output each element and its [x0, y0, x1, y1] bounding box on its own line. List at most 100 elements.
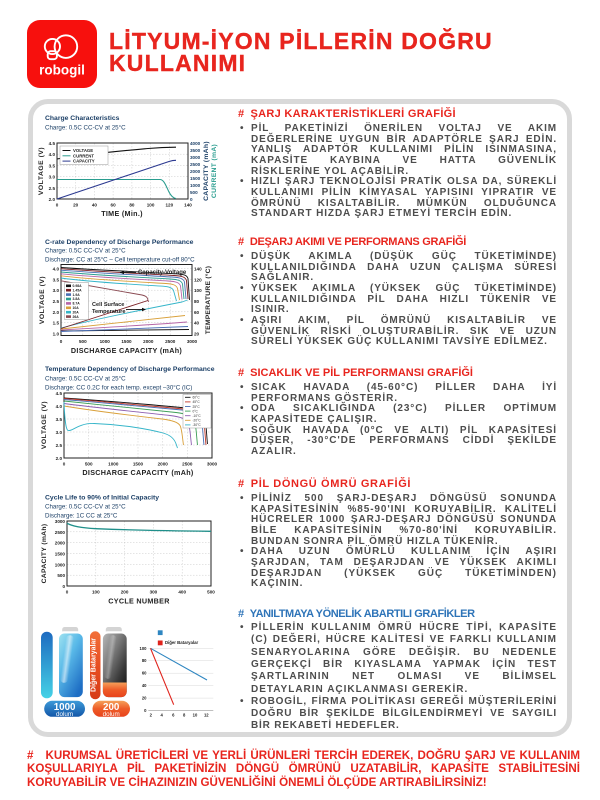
svg-text:3.5: 3.5: [53, 277, 60, 282]
svg-text:CAPACITY (mAh): CAPACITY (mAh): [41, 524, 48, 584]
svg-text:2.5: 2.5: [56, 443, 63, 448]
svg-text:2.0: 2.0: [49, 197, 56, 202]
svg-text:1500: 1500: [121, 339, 132, 344]
svg-text:4000: 4000: [190, 141, 201, 146]
svg-text:-10°C: -10°C: [193, 414, 202, 418]
svg-text:3.0: 3.0: [49, 175, 56, 180]
svg-text:500: 500: [57, 573, 65, 578]
svg-text:Temperature: Temperature: [92, 309, 125, 315]
svg-text:20: 20: [73, 203, 79, 208]
svg-text:DISCHARGE CAPACITY (mAh): DISCHARGE CAPACITY (mAh): [82, 468, 193, 477]
svg-text:Diğer Bataryalar: Diğer Bataryalar: [165, 640, 199, 645]
svg-text:3.5: 3.5: [56, 417, 63, 422]
svg-text:0: 0: [190, 197, 193, 202]
svg-text:1000: 1000: [108, 462, 119, 467]
svg-text:100: 100: [140, 646, 148, 651]
svg-text:120: 120: [194, 277, 202, 282]
svg-text:1500: 1500: [190, 176, 201, 181]
svg-text:3000: 3000: [207, 462, 218, 467]
svg-text:26A: 26A: [73, 315, 80, 319]
svg-text:DISCHARGE CAPACITY (mAh): DISCHARGE CAPACITY (mAh): [71, 346, 182, 355]
svg-text:0: 0: [144, 708, 147, 713]
svg-text:Charge: 0.5C CC-CV at 25°C: Charge: 0.5C CC-CV at 25°C: [45, 504, 126, 511]
svg-text:2500: 2500: [165, 339, 176, 344]
svg-text:0: 0: [63, 462, 66, 467]
svg-text:140: 140: [184, 203, 192, 208]
svg-text:1000: 1000: [100, 339, 111, 344]
svg-text:60: 60: [142, 671, 147, 676]
svg-text:1500: 1500: [133, 462, 144, 467]
svg-text:300: 300: [150, 590, 158, 595]
svg-text:2000: 2000: [158, 462, 169, 467]
svg-text:VOLTAGE (V): VOLTAGE (V): [38, 147, 45, 195]
svg-text:C-rate Dependency of Discharge: C-rate Dependency of Discharge Performan…: [45, 239, 194, 246]
svg-text:20: 20: [194, 332, 200, 337]
svg-text:1000: 1000: [190, 183, 201, 188]
svg-text:4.5: 4.5: [49, 141, 56, 146]
svg-text:10A: 10A: [73, 306, 80, 310]
svg-text:1000: 1000: [54, 702, 76, 713]
svg-text:120: 120: [165, 203, 173, 208]
svg-text:CURRENT: CURRENT: [73, 153, 94, 158]
svg-text:80: 80: [142, 658, 147, 663]
svg-text:40: 40: [194, 321, 200, 326]
svg-text:200: 200: [103, 702, 120, 713]
svg-text:80: 80: [129, 203, 135, 208]
svg-text:500: 500: [79, 339, 87, 344]
svg-text:Capacity-Voltage: Capacity-Voltage: [138, 270, 187, 276]
svg-text:2000: 2000: [190, 169, 201, 174]
svg-text:2000: 2000: [55, 541, 66, 546]
svg-text:Temperature Dependency of Disc: Temperature Dependency of Discharge Perf…: [45, 366, 215, 373]
svg-text:4.0: 4.0: [49, 152, 56, 157]
svg-text:Charge: 0.5C CC-CV at 25°C: Charge: 0.5C CC-CV at 25°C: [45, 248, 126, 255]
svg-text:2.5: 2.5: [53, 299, 60, 304]
svg-text:robogil: robogil: [39, 62, 85, 77]
svg-text:Discharge: CC 0.2C for each te: Discharge: CC 0.2C for each temp. except…: [45, 385, 192, 392]
svg-text:3.5: 3.5: [49, 163, 56, 168]
svg-text:3000: 3000: [190, 155, 201, 160]
svg-text:8.7A: 8.7A: [73, 302, 81, 306]
svg-text:2000: 2000: [143, 339, 154, 344]
svg-text:0: 0: [62, 584, 65, 589]
svg-text:3000: 3000: [187, 339, 198, 344]
svg-text:60°C: 60°C: [193, 396, 201, 400]
svg-text:2.0: 2.0: [56, 456, 63, 461]
svg-text:1000: 1000: [55, 562, 66, 567]
svg-text:45°C: 45°C: [193, 400, 201, 404]
svg-text:2.5: 2.5: [49, 186, 56, 191]
svg-text:dolum: dolum: [56, 711, 73, 718]
svg-text:4.5: 4.5: [56, 391, 63, 396]
svg-text:100: 100: [92, 590, 100, 595]
svg-text:CAPACITY (mAh): CAPACITY (mAh): [203, 141, 210, 201]
svg-text:1500: 1500: [55, 552, 66, 557]
svg-text:20: 20: [142, 696, 147, 701]
svg-text:2.0: 2.0: [53, 310, 60, 315]
svg-text:CYCLE NUMBER: CYCLE NUMBER: [108, 597, 170, 606]
svg-text:0.98A: 0.98A: [73, 284, 83, 288]
svg-text:Discharge: CC at 25°C – Cell t: Discharge: CC at 25°C – Cell temperature…: [45, 257, 195, 264]
svg-text:VOLTAGE: VOLTAGE: [73, 148, 93, 153]
svg-text:3500: 3500: [190, 148, 201, 153]
svg-text:6: 6: [172, 713, 175, 718]
svg-text:CURRENT (mA): CURRENT (mA): [211, 144, 218, 198]
svg-text:140: 140: [194, 267, 202, 272]
svg-text:400: 400: [178, 590, 186, 595]
svg-text:1.5: 1.5: [53, 321, 60, 326]
svg-text:3.8A: 3.8A: [73, 297, 81, 301]
svg-text:Charge Characteristics: Charge Characteristics: [45, 115, 120, 122]
svg-text:Cell Surface: Cell Surface: [92, 302, 124, 308]
svg-text:VOLTAGE (V): VOLTAGE (V): [41, 401, 48, 449]
svg-text:500: 500: [85, 462, 93, 467]
svg-text:1.9A: 1.9A: [73, 293, 81, 297]
svg-text:4: 4: [161, 713, 164, 718]
svg-text:3.0: 3.0: [56, 430, 63, 435]
svg-text:Discharge: 1C CC at 25°C: Discharge: 1C CC at 25°C: [45, 513, 118, 520]
svg-text:-20°C: -20°C: [193, 419, 202, 423]
svg-text:500: 500: [190, 190, 198, 195]
svg-text:20A: 20A: [73, 310, 80, 314]
svg-text:40: 40: [142, 683, 147, 688]
svg-text:Diğer Bataryalar: Diğer Bataryalar: [90, 638, 97, 692]
svg-text:Cycle Life to 90% of Initial C: Cycle Life to 90% of Initial Capacity: [45, 495, 159, 502]
svg-text:80: 80: [194, 299, 200, 304]
svg-text:60: 60: [194, 310, 200, 315]
